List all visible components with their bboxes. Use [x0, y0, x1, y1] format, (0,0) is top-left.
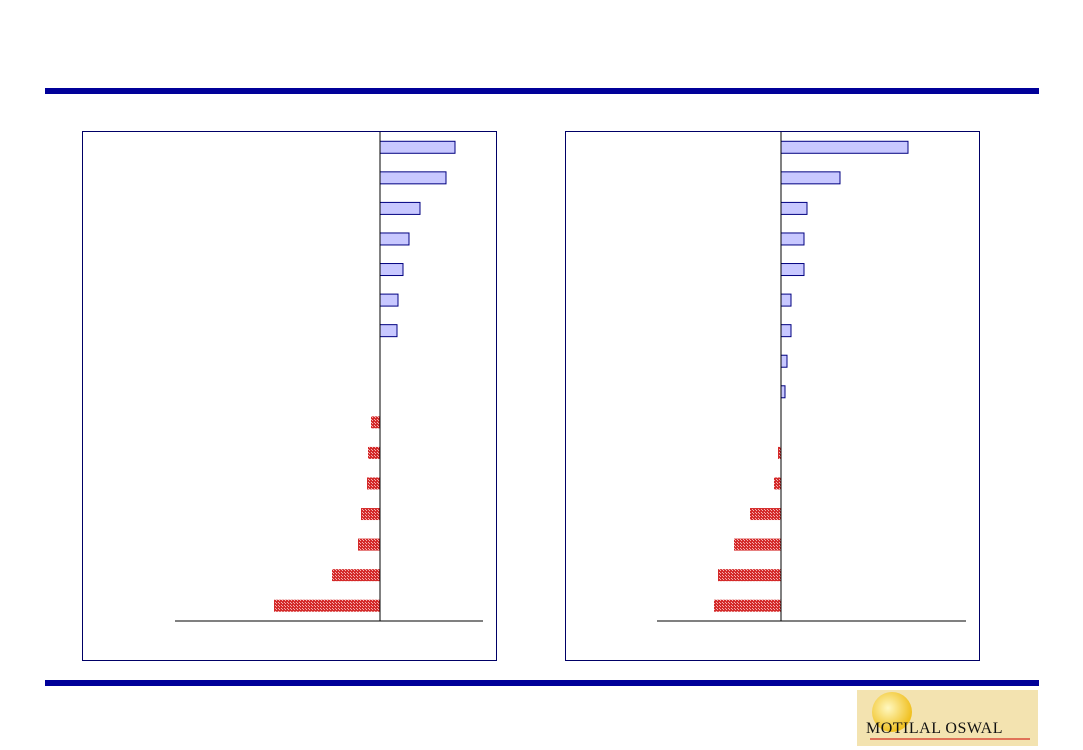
bar: [780, 324, 792, 338]
bar: [379, 140, 456, 154]
bar: [780, 140, 909, 154]
bar: [780, 171, 841, 185]
chart-frame: [82, 131, 497, 661]
logo-text: MOTILAL OSWAL: [866, 720, 1003, 737]
bar: [780, 201, 808, 215]
bar: [780, 385, 786, 399]
bar: [718, 569, 781, 582]
bar: [379, 293, 399, 307]
logo-sun: [872, 692, 912, 732]
bar: [778, 446, 781, 459]
bar: [332, 569, 380, 582]
bar: [750, 508, 781, 521]
bar: [780, 232, 805, 246]
bar: [714, 599, 781, 612]
bar: [379, 171, 447, 185]
bar: [780, 293, 792, 307]
bar: [774, 477, 781, 490]
bar: [367, 477, 380, 490]
header-rule: [45, 88, 1039, 94]
bar: [379, 232, 410, 246]
bar: [780, 354, 788, 368]
bar: [368, 446, 380, 459]
bar: [371, 416, 380, 429]
bar: [734, 538, 781, 551]
footer-rule: [45, 680, 1039, 686]
bar: [379, 324, 398, 338]
bar: [274, 599, 380, 612]
chart-frame: [565, 131, 980, 661]
bar: [361, 508, 380, 521]
logo: MOTILAL OSWAL: [857, 690, 1038, 746]
bar: [780, 263, 805, 277]
bar: [358, 538, 380, 551]
bar: [379, 263, 404, 277]
bar: [379, 201, 421, 215]
